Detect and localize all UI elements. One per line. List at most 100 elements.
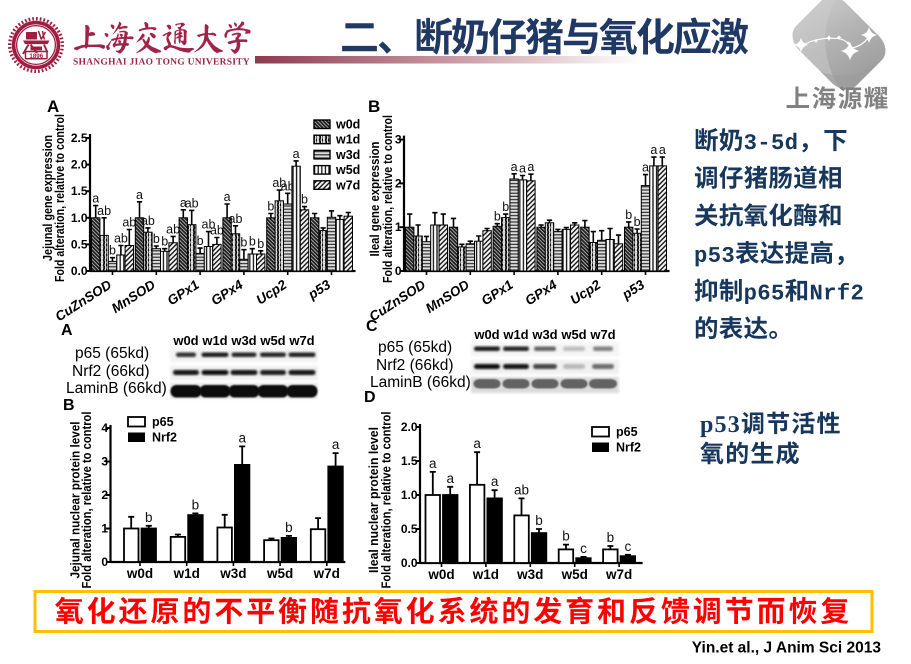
svg-text:c: c: [625, 539, 632, 554]
svg-text:w0d: w0d: [335, 118, 360, 132]
svg-text:a: a: [180, 196, 187, 210]
svg-text:w5d: w5d: [259, 333, 285, 348]
svg-text:b: b: [197, 234, 204, 248]
svg-text:1: 1: [101, 522, 108, 536]
svg-text:a: a: [446, 471, 454, 486]
svg-text:ab: ab: [272, 176, 286, 190]
svg-text:ab: ab: [166, 222, 180, 236]
svg-text:a: a: [491, 474, 499, 489]
svg-text:1: 1: [395, 220, 402, 234]
svg-text:w5d: w5d: [335, 163, 360, 177]
svg-text:Fold alteration, relative to c: Fold alteration, relative to control: [52, 114, 67, 282]
svg-text:w1d: w1d: [472, 567, 499, 582]
svg-text:b: b: [153, 232, 160, 246]
svg-text:0: 0: [101, 555, 108, 569]
svg-text:w1d: w1d: [335, 133, 360, 147]
svg-text:b: b: [494, 210, 501, 224]
svg-text:Jejunal nuclear protein level: Jejunal nuclear protein level: [68, 422, 83, 579]
svg-text:ab: ab: [514, 482, 529, 497]
svg-text:B: B: [368, 97, 380, 116]
svg-text:Fold alteration, relative to c: Fold alteration, relative to control: [79, 412, 94, 589]
svg-text:p65: p65: [616, 425, 638, 439]
svg-text:w7d: w7d: [313, 566, 340, 581]
svg-text:w7d: w7d: [605, 567, 632, 582]
svg-text:ab: ab: [202, 218, 216, 232]
svg-text:a: a: [429, 456, 437, 471]
svg-text:b: b: [249, 235, 256, 249]
svg-text:w7d: w7d: [335, 178, 360, 192]
svg-text:a: a: [642, 161, 649, 175]
svg-text:Ileal nuclear protein level: Ileal nuclear protein level: [366, 427, 381, 573]
svg-text:w0d: w0d: [473, 327, 499, 342]
svg-text:ab: ab: [114, 232, 128, 246]
svg-text:w7d: w7d: [288, 333, 314, 348]
svg-text:Fold alteration, relative to c: Fold alteration, relative to control: [380, 115, 395, 283]
svg-text:C: C: [366, 318, 378, 335]
svg-text:p65 (65kd): p65 (65kd): [75, 345, 149, 362]
svg-text:LaminB (66kd): LaminB (66kd): [66, 380, 167, 397]
svg-text:a: a: [473, 436, 481, 451]
svg-text:2: 2: [395, 176, 402, 190]
svg-text:0.0: 0.0: [401, 556, 418, 570]
svg-text:b: b: [109, 244, 116, 258]
svg-text:a: a: [659, 143, 666, 157]
svg-text:w3d: w3d: [219, 566, 246, 581]
svg-text:Nrf2 (66kd): Nrf2 (66kd): [376, 357, 454, 374]
svg-text:b: b: [192, 497, 200, 512]
svg-text:a: a: [293, 147, 300, 161]
svg-text:a: a: [224, 190, 231, 204]
svg-text:a: a: [136, 188, 143, 202]
svg-text:w3d: w3d: [335, 148, 360, 162]
svg-text:ab: ab: [122, 216, 136, 230]
svg-text:w3d: w3d: [531, 327, 557, 342]
svg-text:w5d: w5d: [561, 567, 588, 582]
svg-text:ab: ab: [141, 214, 155, 228]
svg-text:Yin.et al., J Anim Sci 2013: Yin.et al., J Anim Sci 2013: [692, 640, 882, 657]
svg-text:Nrf2: Nrf2: [616, 441, 641, 455]
svg-text:ab: ab: [210, 224, 224, 238]
svg-text:Fold alteration, relative to c: Fold alteration, relative to control: [379, 412, 394, 589]
svg-text:LaminB (66kd): LaminB (66kd): [370, 374, 471, 391]
svg-text:0: 0: [395, 264, 402, 278]
svg-text:w1d: w1d: [201, 333, 227, 348]
svg-text:b: b: [145, 510, 153, 525]
svg-text:b: b: [257, 237, 264, 251]
svg-text:ab: ab: [281, 179, 295, 193]
svg-text:b: b: [502, 200, 509, 214]
svg-text:p65 (65kd): p65 (65kd): [378, 339, 452, 356]
svg-text:b: b: [267, 200, 274, 214]
svg-text:a: a: [650, 143, 657, 157]
svg-text:ab: ab: [97, 204, 111, 218]
svg-text:w5d: w5d: [560, 327, 586, 342]
svg-text:b: b: [625, 208, 632, 222]
svg-text:B: B: [63, 397, 75, 414]
svg-text:4: 4: [101, 421, 108, 435]
svg-text:Jejunal gene expression: Jejunal gene expression: [40, 135, 55, 261]
svg-text:c: c: [580, 541, 587, 556]
svg-text:1.0: 1.0: [71, 211, 88, 225]
svg-text:b: b: [562, 529, 570, 544]
svg-text:A: A: [47, 97, 59, 116]
svg-text:3: 3: [395, 133, 402, 147]
svg-text:0.0: 0.0: [71, 264, 88, 278]
svg-text:Nrf2 (66kd): Nrf2 (66kd): [72, 363, 150, 380]
svg-text:w0d: w0d: [427, 567, 454, 582]
svg-text:a: a: [511, 160, 518, 174]
svg-text:a: a: [519, 162, 526, 176]
svg-text:Ileal gene expression: Ileal gene expression: [367, 141, 382, 256]
svg-text:w1d: w1d: [502, 327, 528, 342]
svg-text:w3d: w3d: [230, 333, 256, 348]
svg-text:b: b: [301, 193, 308, 207]
svg-text:1.5: 1.5: [71, 184, 88, 198]
svg-text:a: a: [332, 437, 340, 452]
svg-text:b: b: [634, 215, 641, 229]
svg-text:2.0: 2.0: [71, 158, 88, 172]
svg-text:b: b: [535, 513, 543, 528]
svg-text:a: a: [527, 160, 534, 174]
svg-text:0.5: 0.5: [401, 522, 418, 536]
svg-text:w1d: w1d: [173, 566, 200, 581]
svg-text:0.5: 0.5: [71, 237, 88, 251]
svg-text:A: A: [61, 322, 73, 339]
svg-text:w0d: w0d: [172, 333, 198, 348]
svg-text:p65: p65: [152, 415, 174, 429]
